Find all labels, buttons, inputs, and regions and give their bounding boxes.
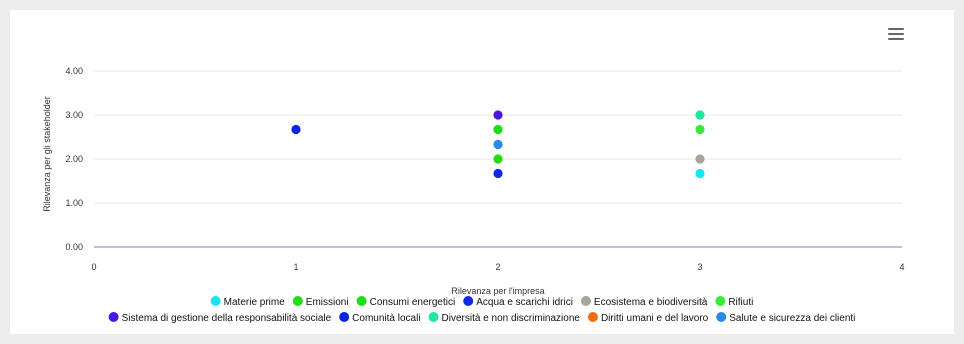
legend-marker [580, 296, 591, 306]
data-point [695, 124, 705, 135]
legend-label: Diversità e non discriminazione [442, 313, 581, 324]
x-tick-label: 1 [293, 262, 298, 272]
grid-lines [94, 70, 902, 204]
legend-marker [292, 296, 303, 306]
legend-row: Sistema di gestione della responsabilità… [108, 312, 855, 324]
legend-label: Materie prime [224, 297, 286, 308]
legend-label: Salute e sicurezza dei clienti [729, 313, 855, 324]
data-point [291, 124, 301, 135]
legend-label: Diritti umani e del lavoro [601, 313, 709, 324]
legend-marker [715, 296, 726, 306]
data-point [695, 168, 705, 179]
legend-item[interactable]: Emissioni [292, 296, 349, 308]
legend-marker [428, 312, 439, 322]
legend-marker [463, 296, 474, 306]
y-tick-label: 0.00 [65, 242, 83, 252]
y-tick-label: 1.00 [65, 198, 83, 208]
data-point [695, 154, 705, 164]
legend-item[interactable]: Diritti umani e del lavoro [587, 312, 709, 324]
legend-item[interactable]: Rifiuti [715, 296, 753, 308]
legend-item[interactable]: Ecosistema e biodiversità [580, 296, 708, 308]
legend-item[interactable]: Sistema di gestione della responsabilità… [108, 312, 332, 324]
legend-label: Comunità locali [352, 313, 420, 324]
y-tick-label: 4.00 [65, 66, 83, 76]
axes: 0.00 1.00 2.00 3.00 4.00 0 1 2 3 4 [65, 66, 904, 272]
data-point [493, 168, 503, 179]
legend-marker [587, 312, 598, 322]
legend-label: Consumi energetici [370, 297, 456, 308]
data-point [493, 110, 503, 120]
data-point [493, 154, 503, 164]
x-axis-title: Rilevanza per l'impresa [451, 286, 544, 296]
legend-marker [210, 296, 221, 306]
data-point [493, 124, 503, 135]
legend-label: Ecosistema e biodiversità [594, 297, 708, 308]
hamburger-menu-icon[interactable] [888, 28, 904, 42]
legend-marker [356, 296, 367, 306]
data-point [695, 110, 705, 120]
legend-item[interactable]: Diversità e non discriminazione [428, 312, 581, 324]
x-tick-label: 0 [91, 262, 96, 272]
legend-marker [716, 312, 727, 322]
x-tick-label: 4 [899, 262, 904, 272]
x-tick-label: 3 [697, 262, 702, 272]
y-tick-label: 2.00 [65, 154, 83, 164]
legend-item[interactable]: Comunità locali [339, 312, 421, 324]
legend-label: Acqua e scarichi idrici [476, 297, 573, 308]
legend-label: Sistema di gestione della responsabilità… [122, 313, 332, 324]
y-axis-title: Rilevanza per gli stakeholder [42, 96, 52, 212]
legend-item[interactable]: Consumi energetici [356, 296, 456, 308]
chart-card: 0.00 1.00 2.00 3.00 4.00 0 1 2 3 4 Rilevanza per … [10, 10, 954, 334]
legend-label: Emissioni [306, 297, 349, 308]
legend-marker [108, 312, 119, 322]
scatter-chart: 0.00 1.00 2.00 3.00 4.00 0 1 2 3 4 Rilevanza per … [42, 66, 905, 324]
data-point [493, 139, 503, 150]
legend-row: Materie prime Emissioni Consumi energetici… [210, 296, 753, 308]
legend-marker [339, 312, 350, 322]
legend: Materie prime Emissioni Consumi energetici… [108, 296, 855, 324]
legend-item[interactable]: Acqua e scarichi idrici [463, 296, 573, 308]
data-points [291, 110, 705, 179]
legend-item[interactable]: Materie prime [210, 296, 286, 308]
legend-label: Rifiuti [728, 297, 753, 308]
y-tick-label: 3.00 [65, 110, 83, 120]
x-tick-label: 2 [495, 262, 500, 272]
legend-item[interactable]: Salute e sicurezza dei clienti [716, 312, 855, 324]
